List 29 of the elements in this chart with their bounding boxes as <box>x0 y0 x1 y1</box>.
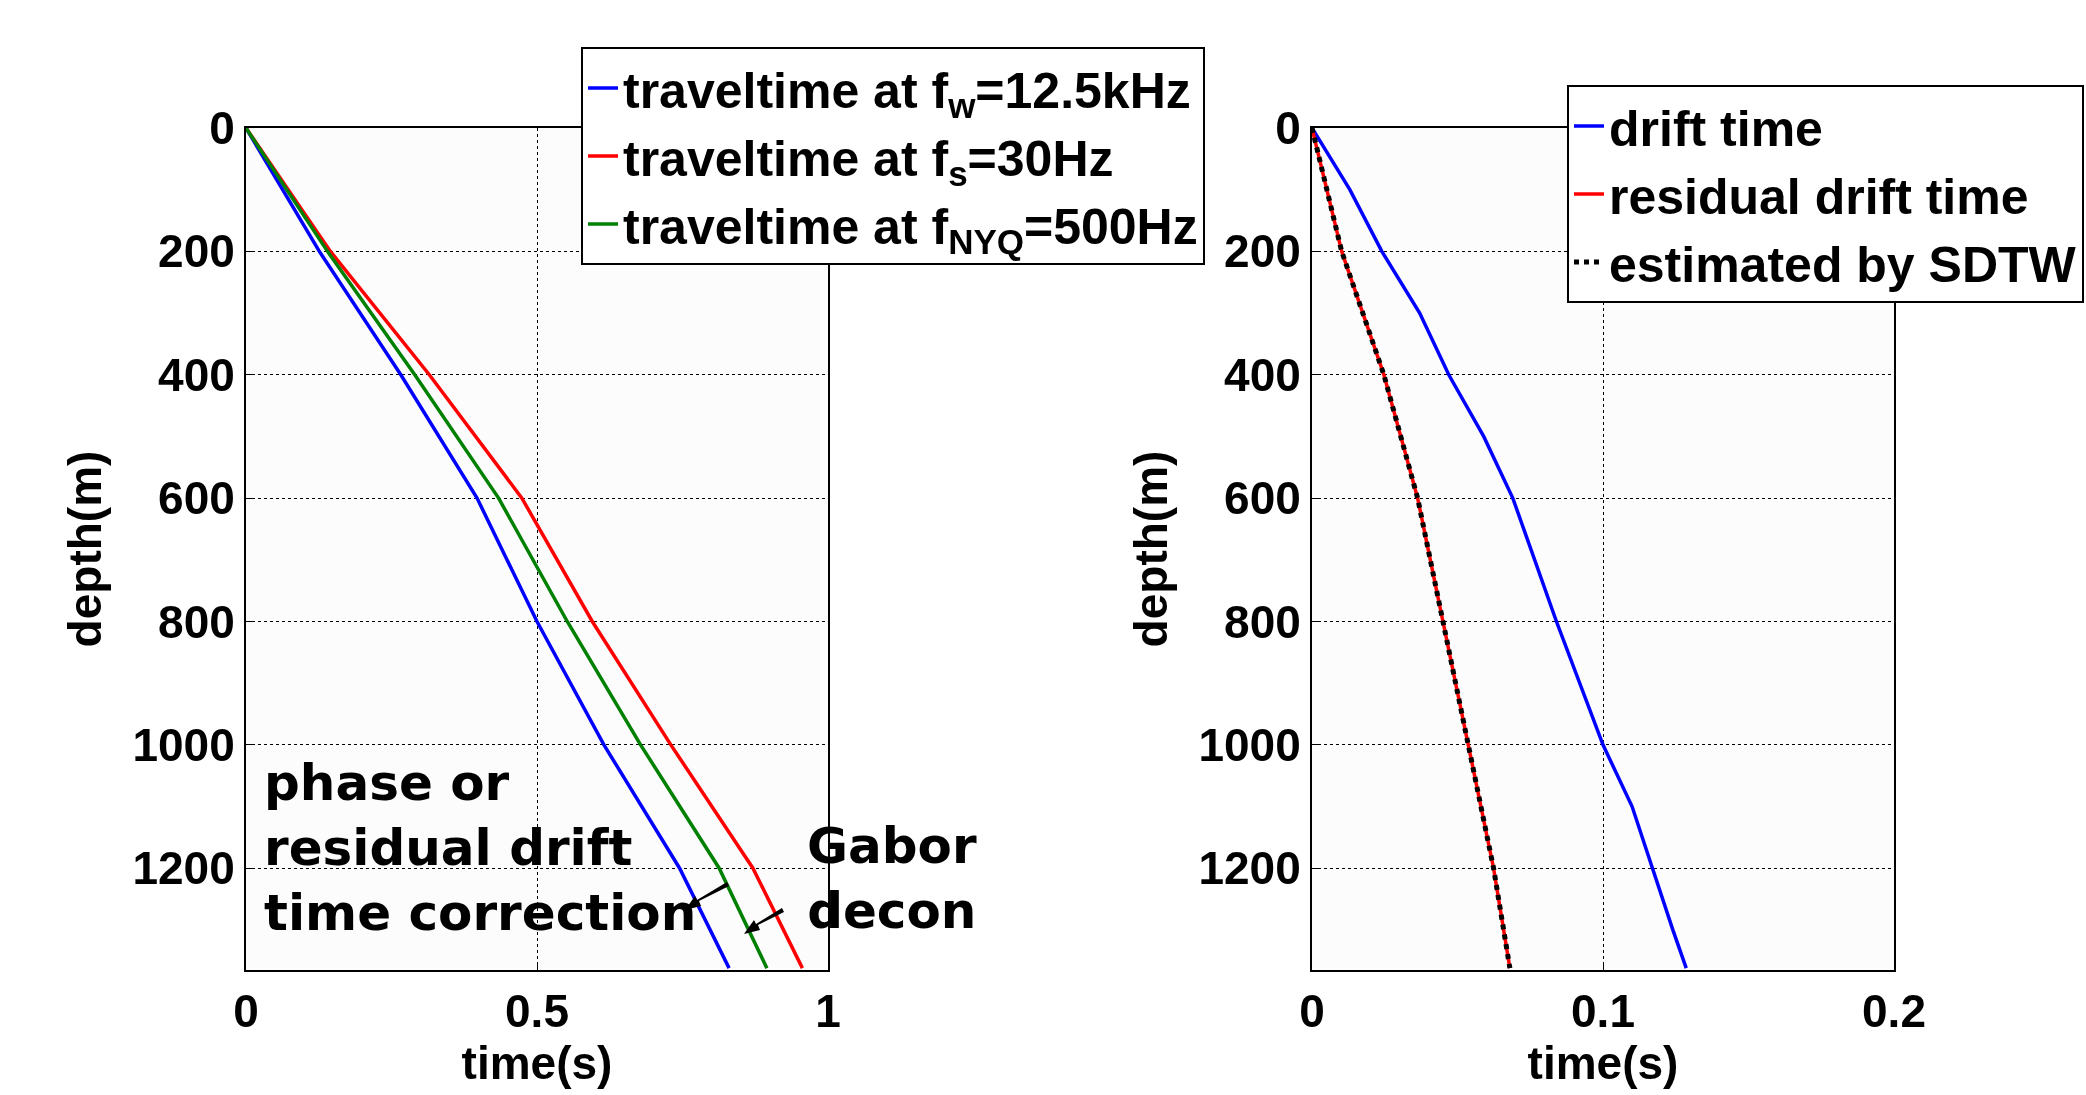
legend-label: traveltime at f$_{NYQ}$=500Hz <box>623 198 1198 261</box>
y-tick-label: 0 <box>1275 102 1301 155</box>
legend-label: traveltime at f$_{s}$=30Hz <box>623 130 1114 193</box>
legend-label: residual drift time <box>1609 168 2029 225</box>
x-axis-title: time(s) <box>1527 1037 1679 1090</box>
y-tick-label: 400 <box>158 348 235 401</box>
x-tick-label: 0.5 <box>505 985 569 1038</box>
y-tick-label: 800 <box>1224 595 1301 648</box>
y-tick-label: 1000 <box>1198 718 1301 771</box>
y-tick-label: 200 <box>158 225 235 278</box>
x-tick-label: 0.2 <box>1862 985 1926 1038</box>
y-tick-label: 400 <box>1224 348 1301 401</box>
legend-label: drift time <box>1609 100 1823 157</box>
legend-label: estimated by SDTW <box>1609 236 2077 293</box>
y-axis-title: depth(m) <box>1125 450 1178 648</box>
y-tick-label: 200 <box>1224 225 1301 278</box>
y-tick-label: 1200 <box>1198 842 1301 895</box>
annotation: phase or residual drift time correction <box>264 754 697 942</box>
y-tick-label: 600 <box>1224 472 1301 525</box>
x-tick-label: 1 <box>815 985 841 1038</box>
y-tick-label: 600 <box>158 472 235 525</box>
y-tick-label: 800 <box>158 595 235 648</box>
y-axis-title: depth(m) <box>59 450 112 648</box>
x-tick-label: 0.1 <box>1571 985 1635 1038</box>
legend-label: traveltime at f$_{w}$=12.5kHz <box>623 62 1191 125</box>
y-tick-label: 1000 <box>132 718 235 771</box>
x-axis-title: time(s) <box>461 1037 613 1090</box>
y-tick-label: 0 <box>209 102 235 155</box>
y-tick-label: 1200 <box>132 842 235 895</box>
